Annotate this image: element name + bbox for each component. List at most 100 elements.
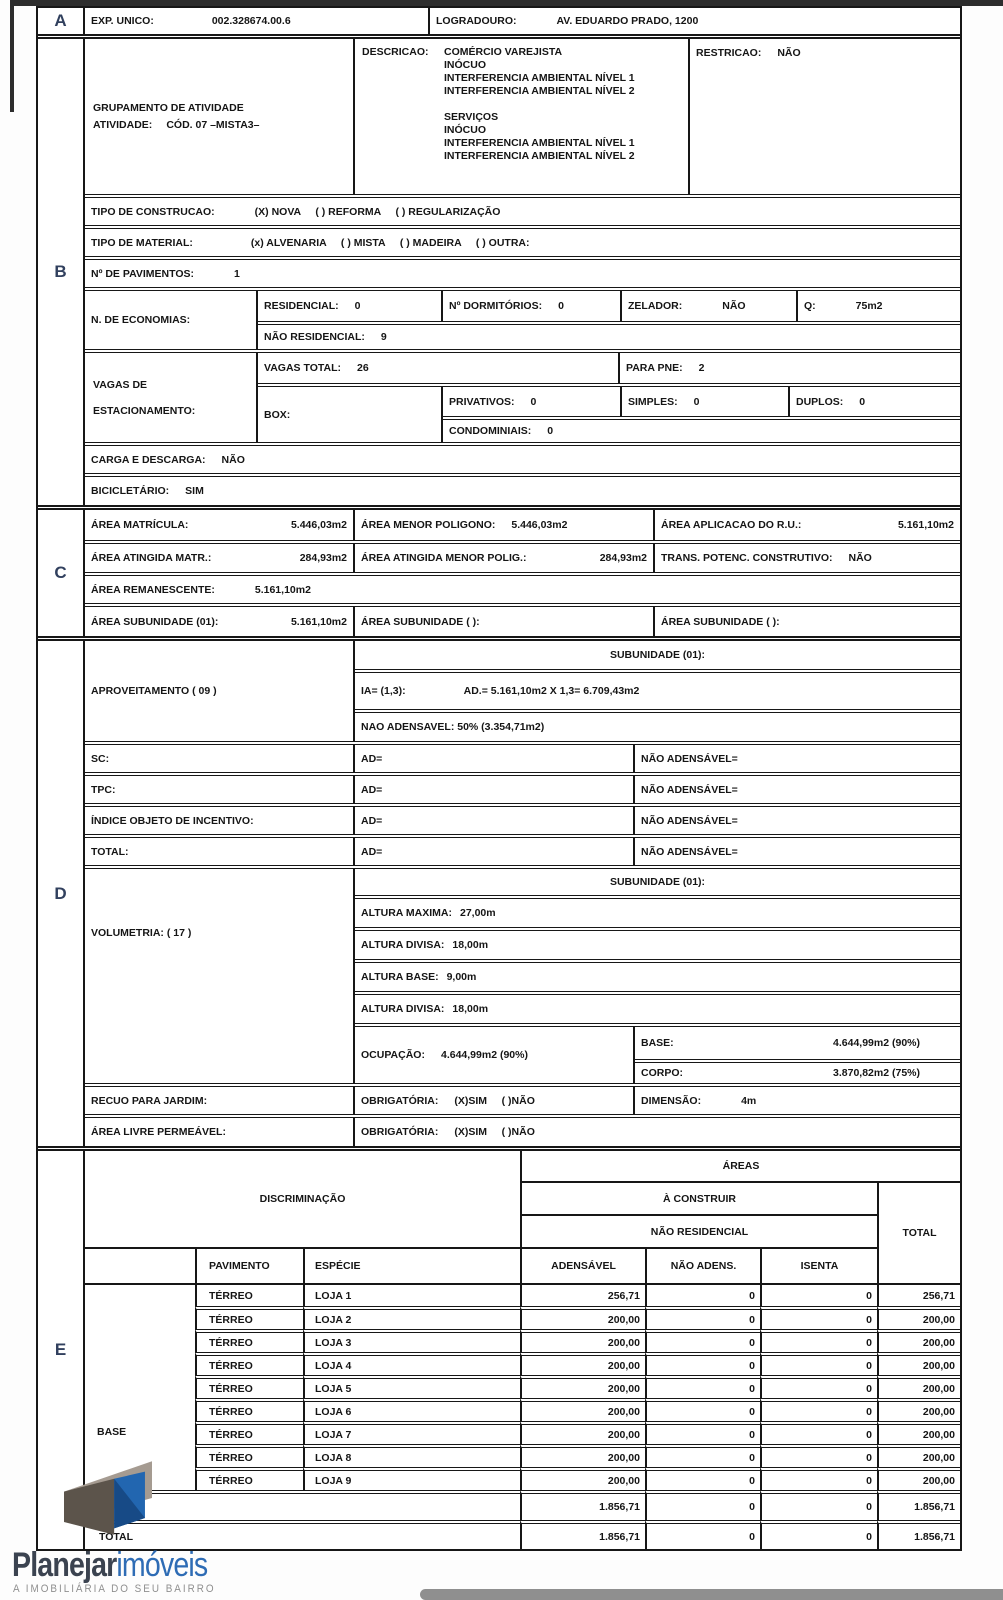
trans-potenc-value: NÃO: [848, 552, 872, 564]
row-residencial: RESIDENCIAL: 0 Nº DORMITÓRIOS: 0 ZELADOR…: [258, 291, 960, 321]
vagas-total-value: 26: [357, 362, 369, 374]
altura-divisa-2-value: 18,00m: [452, 1003, 489, 1015]
subtotal-nao-adens: 0: [645, 1490, 760, 1520]
descricao-line: COMÉRCIO VAREJISTA: [444, 46, 563, 58]
dimensao-label: DIMENSÃO:: [641, 1094, 702, 1107]
cell-area-atingida-matr: ÁREA ATINGIDA MATR.: 284,93m2: [85, 544, 355, 572]
dimensao-value: 4m: [741, 1094, 757, 1107]
pavimentos-value: 1: [234, 267, 240, 280]
vagas-label-line2: ESTACIONAMENTO:: [93, 404, 196, 417]
section-a-content: EXP. UNICO: 002.328674.00.6 LOGRADOURO: …: [85, 8, 960, 34]
areas-table: DISCRIMINAÇÃO ÁREAS À CONSTRUIR TOTAL NÃ…: [85, 1151, 960, 1549]
ocupacao-right: BASE: 4.644,99m2 (90%) CORPO: 3.870,82m2…: [635, 1027, 960, 1083]
row-privativos: PRIVATIVOS: 0 SIMPLES: 0 DUPLOS:: [443, 387, 960, 416]
cell-para-pne: PARA PNE: 2: [620, 353, 960, 383]
row-volumetria: VOLUMETRIA: ( 17 ) SUBUNIDADE (01): ALTU…: [85, 865, 960, 1083]
atividade-line: ATIVIDADE: CÓD. 07 –MISTA3–: [93, 119, 259, 131]
cell-simples: SIMPLES: 0: [622, 387, 790, 416]
area-atingida-matr-value: 284,93m2: [299, 552, 347, 564]
descricao-line: INTERFERENCIA AMBIENTAL NÍVEL 2: [444, 150, 635, 162]
cell-vagas-total: VAGAS TOTAL: 26: [258, 353, 620, 383]
residencial-value: 0: [354, 300, 361, 312]
recuo-obrigatoria-value: (X)SIM ( )NÃO: [454, 1094, 535, 1107]
cell-zelador: ZELADOR: NÃO: [622, 291, 798, 321]
area-livre-obrigatoria-value: (X)SIM ( )NÃO: [454, 1126, 535, 1138]
adensavel-header: ADENSÁVEL: [520, 1247, 645, 1283]
planejar-logo-icon: [64, 1458, 152, 1538]
area-remanescente-label: ÁREA REMANESCENTE:: [91, 583, 215, 596]
area-livre-label: ÁREA LIVRE PERMEÁVEL:: [91, 1126, 226, 1138]
row-vagas-total: VAGAS TOTAL: 26 PARA PNE: 2: [258, 353, 960, 383]
recuo-obrigatoria-label: OBRIGATÓRIA:: [361, 1094, 439, 1107]
cell-aproveitamento: APROVEITAMENTO ( 09 ): [85, 641, 355, 741]
cell-vagas-label: VAGAS DE ESTACIONAMENTO:: [85, 353, 258, 442]
pavimento-cell: TÉRREO: [195, 1444, 303, 1467]
cell-tpc-label: TPC:: [85, 776, 355, 803]
footer-gray-bar: [420, 1589, 1003, 1600]
isenta-cell: 0: [760, 1467, 877, 1490]
cell-area-menor-poligono: ÁREA MENOR POLIGONO: 5.446,03m2: [355, 510, 655, 540]
section-b-content: GRUPAMENTO DE ATIVIDADE ATIVIDADE: CÓD. 0…: [85, 39, 960, 505]
row-nao-adensavel-50: NAO ADENSAVEL: 50% (3.354,71m2): [355, 709, 960, 741]
restricao-label: RESTRICAO:: [696, 47, 762, 59]
planejar-logo-tagline: A IMOBILIÁRIA DO SEU BAIRRO: [13, 1583, 216, 1595]
simples-value: 0: [693, 395, 700, 408]
q-label: Q:: [804, 300, 816, 312]
bicicletario-label: BICICLETÁRIO:: [91, 485, 170, 497]
permit-form: A EXP. UNICO: 002.328674.00.6 LOGRADOURO…: [36, 6, 962, 1551]
section-a: A EXP. UNICO: 002.328674.00.6 LOGRADOURO…: [38, 8, 960, 34]
cell-indice-label: ÍNDICE OBJETO DE INCENTIVO:: [85, 807, 355, 834]
adensavel-cell: 200,00: [520, 1306, 645, 1329]
area-atingida-polig-label: ÁREA ATINGIDA MENOR POLIG.:: [361, 552, 527, 564]
cell-ia: IA= (1,3): AD.= 5.161,10m2 X 1,3= 6.709,…: [355, 673, 960, 709]
row-atividade: GRUPAMENTO DE ATIVIDADE ATIVIDADE: CÓD. 0…: [85, 39, 960, 194]
nao-residencial-header: NÃO RESIDENCIAL: [520, 1214, 877, 1247]
cell-descricao: DESCRICAO: COMÉRCIO VAREJISTA INÓCUO INT…: [355, 39, 690, 194]
area-subunidade-01-label: ÁREA SUBUNIDADE (01):: [91, 615, 219, 628]
section-letter-c: C: [38, 510, 85, 636]
pavimento-header: PAVIMENTO: [195, 1247, 303, 1283]
altura-base-value: 9,00m: [446, 971, 477, 983]
pavimento-cell: TÉRREO: [195, 1352, 303, 1375]
altura-base-label: ALTURA BASE:: [361, 971, 439, 983]
subunidade-header-2: SUBUNIDADE (01):: [609, 876, 706, 888]
especie-cell: LOJA 9: [303, 1467, 520, 1490]
cell-recuo-obrigatoria: OBRIGATÓRIA: (X)SIM ( )NÃO: [355, 1087, 635, 1114]
area-matricula-value: 5.446,03m2: [290, 519, 347, 531]
especie-cell: LOJA 4: [303, 1352, 520, 1375]
cell-condominiais: CONDOMINIAIS: 0: [443, 420, 960, 442]
aproveitamento-right: SUBUNIDADE (01): IA= (1,3): AD.= 5.161,1…: [355, 641, 960, 741]
cell-ocupacao: OCUPAÇÃO: 4.644,99m2 (90%): [355, 1027, 635, 1083]
total-d-label: TOTAL:: [91, 845, 129, 858]
row-ocupacao: OCUPAÇÃO: 4.644,99m2 (90%) BASE: 4.644,9…: [355, 1023, 960, 1083]
cell-corpo: CORPO: 3.870,82m2 (75%): [635, 1059, 960, 1083]
box-right: PRIVATIVOS: 0 SIMPLES: 0 DUPLOS:: [443, 387, 960, 442]
especie-cell: LOJA 8: [303, 1444, 520, 1467]
cell-restricao: RESTRICAO: NÃO: [690, 39, 960, 194]
row-altura-maxima: ALTURA MAXIMA: 27,00m: [355, 895, 960, 927]
cell-base: BASE: 4.644,99m2 (90%): [635, 1027, 960, 1059]
isenta-cell: 0: [760, 1283, 877, 1306]
pavimento-cell: TÉRREO: [195, 1398, 303, 1421]
row-area-remanescente: ÁREA REMANESCENTE: 5.161,10m2: [85, 572, 960, 603]
area-subunidade-2-label: ÁREA SUBUNIDADE ( ):: [361, 615, 480, 628]
subtotal-total: 1.856,71: [877, 1490, 960, 1520]
pavimento-cell: TÉRREO: [195, 1283, 303, 1306]
indice-label: ÍNDICE OBJETO DE INCENTIVO:: [91, 814, 254, 827]
isenta-cell: 0: [760, 1375, 877, 1398]
cell-residencial: RESIDENCIAL: 0: [258, 291, 443, 321]
base-group-label: BASE: [85, 1283, 195, 1490]
cell-dormitorios: Nº DORMITÓRIOS: 0: [443, 291, 622, 321]
nao-adens-cell: 0: [645, 1329, 760, 1352]
sc-na-label: NÃO ADENSÁVEL=: [641, 752, 738, 765]
section-c-content: ÁREA MATRÍCULA: 5.446,03m2 ÁREA MENOR PO…: [85, 510, 960, 636]
atividade-value: CÓD. 07 –MISTA3–: [166, 119, 260, 131]
section-d: D APROVEITAMENTO ( 09 ) SUBUNIDADE (01):…: [38, 636, 960, 1146]
atividade-label: ATIVIDADE:: [93, 119, 153, 131]
discriminacao-header: DISCRIMINAÇÃO: [259, 1193, 346, 1205]
pavimento-cell: TÉRREO: [195, 1329, 303, 1352]
cell-area-subunidade-2: ÁREA SUBUNIDADE ( ):: [355, 607, 655, 636]
nao-adens-cell: 0: [645, 1444, 760, 1467]
exp-unico-value: 002.328674.00.6: [211, 15, 291, 27]
row-tipo-construcao: TIPO DE CONSTRUCAO: (X) NOVA ( ) REFORMA…: [85, 194, 960, 225]
